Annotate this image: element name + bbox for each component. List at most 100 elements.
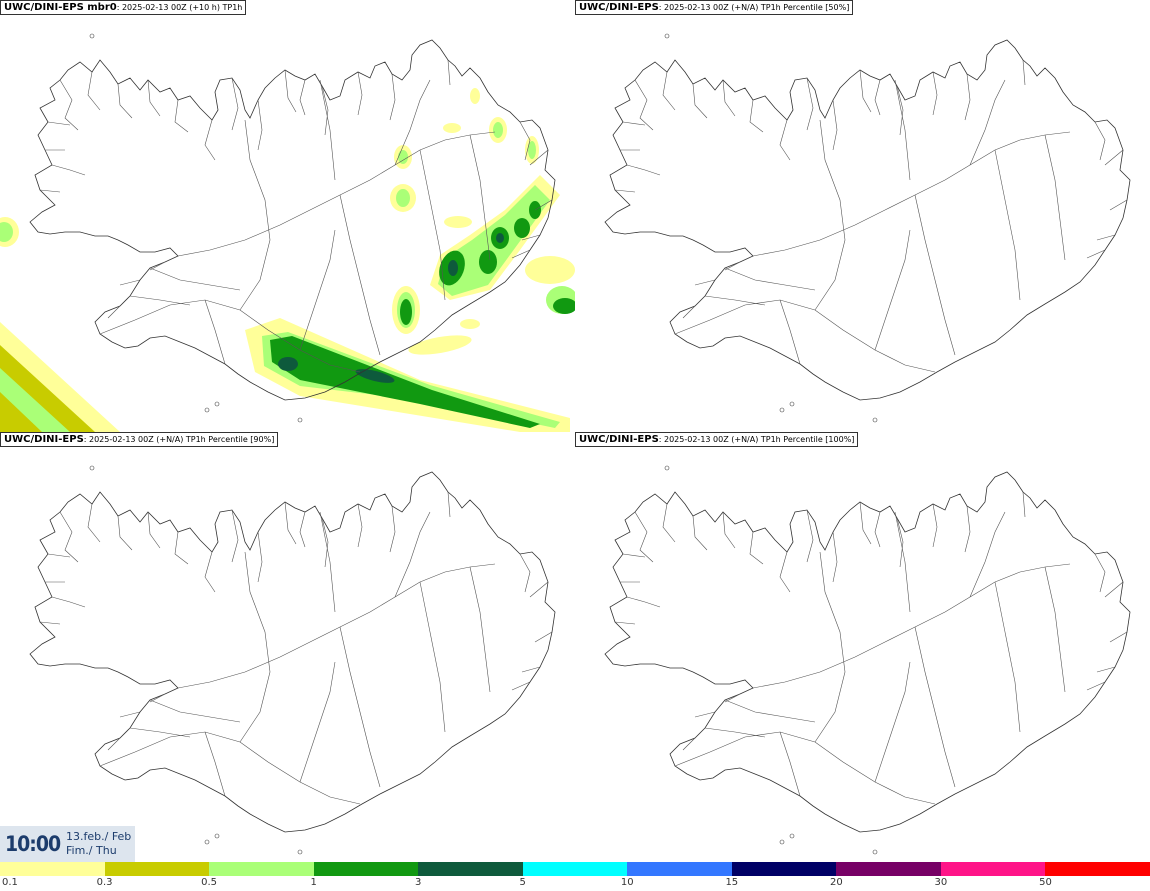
- border-path: [1096, 234, 1116, 241]
- border-path: [39, 621, 61, 625]
- border-path: [896, 517, 904, 568]
- border-path: [682, 305, 696, 319]
- border-path: [749, 531, 764, 565]
- border-path: [521, 234, 541, 241]
- border-path: [257, 99, 263, 151]
- border-path: [874, 661, 911, 783]
- border-path: [806, 77, 814, 131]
- border-path: [129, 295, 191, 306]
- panel-title: UWC/DINI-EPS: 2025-02-13 00Z (+N/A) TP1h…: [575, 0, 854, 15]
- coastline: [604, 33, 1131, 423]
- border-path: [174, 531, 189, 565]
- border-path: [107, 305, 121, 319]
- border-path: [674, 299, 936, 373]
- island: [779, 839, 785, 845]
- island: [89, 33, 95, 39]
- coastline-path: [29, 471, 556, 833]
- border-path: [299, 511, 306, 548]
- scale-label: 30: [934, 877, 948, 888]
- border-path: [119, 279, 141, 286]
- border-path: [779, 731, 801, 797]
- border-path: [859, 69, 872, 113]
- border-path: [47, 553, 71, 558]
- border-path: [614, 621, 636, 625]
- color-swatch: [1045, 862, 1150, 876]
- border-path: [1094, 121, 1106, 161]
- border-path: [59, 511, 79, 563]
- scale-label: 15: [725, 877, 739, 888]
- precipitation-map: [0, 33, 575, 432]
- island: [214, 833, 220, 839]
- border-path: [1109, 199, 1128, 211]
- border-path: [1104, 581, 1124, 598]
- border-path: [119, 711, 141, 718]
- map-panel-p90: UWC/DINI-EPS: 2025-02-13 00Z (+N/A) TP1h…: [0, 432, 575, 864]
- color-swatch: [836, 862, 941, 876]
- border-path: [284, 69, 297, 113]
- color-swatch: [104, 862, 210, 876]
- border-path: [149, 699, 241, 723]
- border-path: [519, 553, 531, 593]
- border-path: [149, 267, 241, 291]
- color-scale-labels: 0.1 0.3 0.5 1 3 5 10 15 20 30 50: [0, 877, 1150, 889]
- border-path: [1044, 566, 1066, 693]
- border-path: [529, 149, 549, 166]
- color-swatch: [418, 862, 523, 876]
- date-line-1: 13.feb./ Feb: [66, 830, 132, 843]
- border-path: [149, 693, 166, 703]
- border-path: [779, 551, 791, 593]
- panel-title: UWC/DINI-EPS: 2025-02-13 00Z (+N/A) TP1h…: [575, 432, 859, 447]
- border-path: [1096, 666, 1116, 673]
- map-panel-member0: UWC/DINI-EPS mbr0: 2025-02-13 00Z (+10 h…: [0, 0, 575, 432]
- date-line-2: Fim./ Thu: [66, 844, 117, 857]
- border-path: [529, 581, 549, 598]
- island: [214, 401, 220, 407]
- island: [664, 33, 670, 39]
- color-scale-bar: [0, 862, 1150, 876]
- border-path: [204, 551, 216, 593]
- border-path: [521, 666, 541, 673]
- border-path: [859, 501, 872, 545]
- border-path: [394, 79, 431, 166]
- border-path: [674, 731, 936, 805]
- border-path: [174, 99, 189, 133]
- border-path: [147, 79, 161, 117]
- border-path: [932, 503, 938, 548]
- border-path: [779, 119, 791, 161]
- border-path: [662, 503, 676, 543]
- coastline-path: [604, 39, 1131, 401]
- border-path: [692, 83, 708, 119]
- border-path: [447, 491, 451, 518]
- border-path: [914, 626, 956, 788]
- border-path: [1044, 134, 1066, 261]
- border-path: [299, 229, 336, 351]
- border-path: [694, 279, 716, 286]
- border-path: [964, 505, 971, 553]
- border-path: [704, 295, 766, 306]
- panel-title: UWC/DINI-EPS mbr0: 2025-02-13 00Z (+10 h…: [0, 0, 247, 15]
- color-swatch: [313, 862, 419, 876]
- border-path: [969, 79, 1006, 166]
- border-path: [284, 501, 297, 545]
- border-path: [389, 73, 396, 121]
- border-path: [204, 731, 226, 797]
- scale-label: 50: [1039, 877, 1052, 888]
- border-path: [692, 515, 708, 551]
- color-swatch: [940, 862, 1046, 876]
- border-path: [874, 511, 881, 548]
- border-path: [704, 727, 766, 738]
- border-path: [447, 59, 451, 86]
- valid-date: 13.feb./ Feb Fim./ Thu: [66, 830, 131, 858]
- coastline: [29, 465, 556, 855]
- border-path: [894, 79, 911, 181]
- border-path: [662, 71, 676, 111]
- border-path: [299, 661, 336, 783]
- border-path: [534, 631, 553, 643]
- border-path: [257, 531, 263, 583]
- precip-field: [0, 88, 575, 432]
- island: [204, 839, 210, 845]
- border-path: [99, 731, 361, 805]
- border-path: [724, 267, 816, 291]
- island: [872, 417, 878, 423]
- border-path: [149, 261, 166, 271]
